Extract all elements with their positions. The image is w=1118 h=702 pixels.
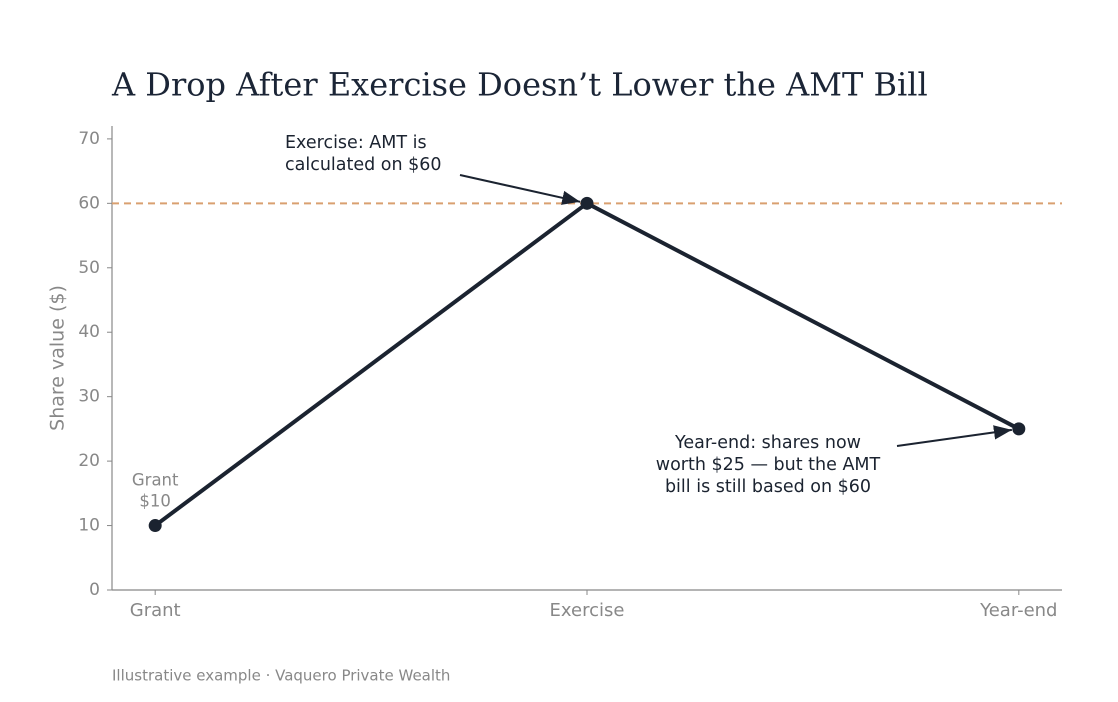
chart-title: A Drop After Exercise Doesn’t Lower the … [111, 66, 928, 104]
y-tick-label: 0 [89, 580, 100, 600]
annotation: $10 [139, 492, 171, 511]
annotation: Exercise: AMT is [285, 133, 427, 153]
y-tick-label: 30 [78, 387, 100, 407]
annotation: calculated on $60 [285, 155, 442, 175]
data-point [1012, 422, 1026, 436]
y-tick-label: 60 [78, 193, 100, 213]
x-tick-label: Year-end [979, 600, 1057, 621]
y-tick-label: 20 [78, 451, 100, 471]
data-point [580, 196, 594, 210]
data-point [148, 519, 162, 533]
x-tick-label: Exercise [550, 600, 625, 621]
y-tick-label: 10 [78, 516, 100, 536]
annotation-arrow [896, 425, 1013, 447]
y-tick-label: 70 [78, 129, 100, 149]
footer: Illustrative example · Vaquero Private W… [112, 667, 450, 685]
annotation-arrow [459, 174, 581, 205]
annotation: Year-end: shares now [674, 433, 861, 453]
data-line [153, 201, 1020, 528]
annotation: Grant [132, 471, 179, 490]
annotation: worth $25 — but the AMT [656, 455, 881, 475]
y-tick-label: 40 [78, 322, 100, 342]
y-tick-label: 50 [78, 258, 100, 278]
y-axis-label: Share value ($) [47, 285, 69, 431]
x-tick-label: Grant [130, 600, 181, 621]
annotation: bill is still based on $60 [665, 477, 871, 497]
